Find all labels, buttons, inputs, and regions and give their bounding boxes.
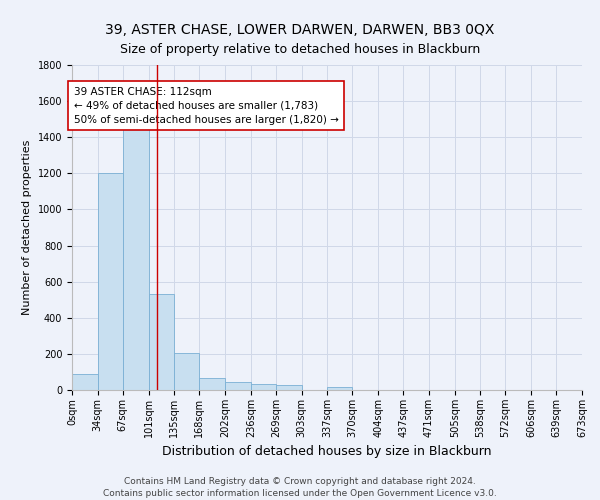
Bar [251,384,276,390]
Text: 39 ASTER CHASE: 112sqm
← 49% of detached houses are smaller (1,783)
50% of semi-: 39 ASTER CHASE: 112sqm ← 49% of detached… [74,86,338,124]
Bar [225,382,251,390]
Text: Size of property relative to detached houses in Blackburn: Size of property relative to detached ho… [120,42,480,56]
Bar [276,385,302,390]
Bar [199,378,225,390]
Y-axis label: Number of detached properties: Number of detached properties [22,140,32,315]
Bar [175,353,199,390]
Bar [123,128,149,390]
Bar [98,174,123,390]
X-axis label: Distribution of detached houses by size in Blackburn: Distribution of detached houses by size … [162,446,492,458]
Bar [149,294,175,390]
Text: Contains HM Land Registry data © Crown copyright and database right 2024.
Contai: Contains HM Land Registry data © Crown c… [103,476,497,498]
Bar [328,387,352,390]
Bar [72,374,98,390]
Text: 39, ASTER CHASE, LOWER DARWEN, DARWEN, BB3 0QX: 39, ASTER CHASE, LOWER DARWEN, DARWEN, B… [106,22,494,36]
